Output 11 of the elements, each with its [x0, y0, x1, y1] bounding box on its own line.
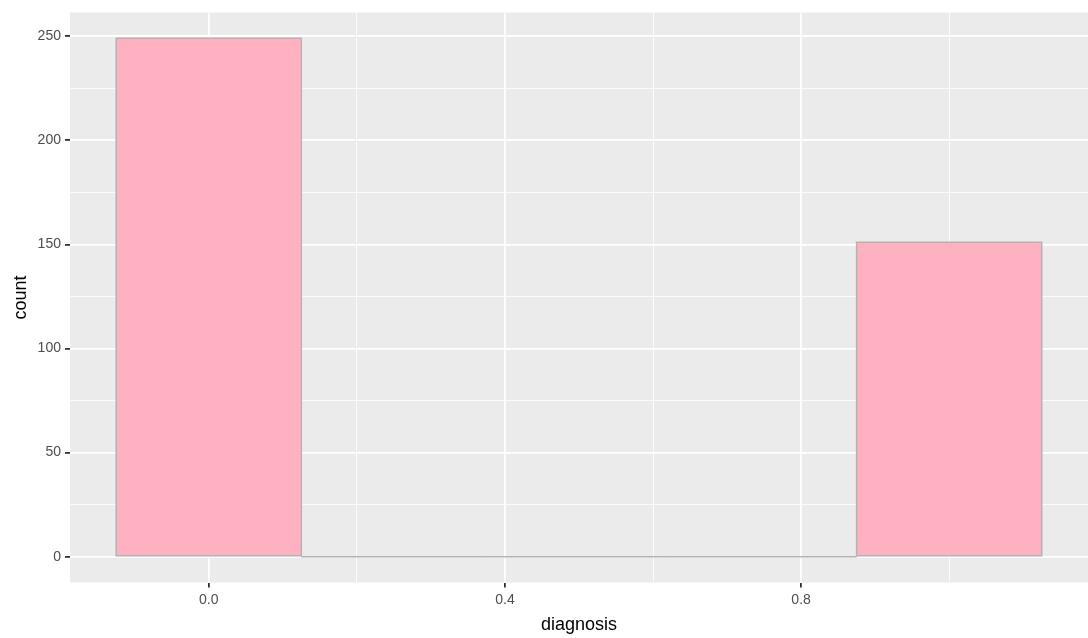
y-axis-title: count — [9, 275, 30, 320]
x-tick-label: 0.4 — [495, 590, 515, 607]
x-tick-label: 0.8 — [791, 590, 812, 607]
y-tick-label: 0 — [53, 547, 62, 564]
y-tick-label: 250 — [37, 27, 62, 44]
x-axis-title: diagnosis — [540, 614, 618, 635]
y-tick-label: 100 — [37, 339, 62, 356]
y-tick-label: 50 — [45, 443, 62, 460]
x-tick-label: 0.0 — [199, 590, 219, 607]
y-tick-label: 200 — [37, 131, 62, 148]
y-tick-label: 150 — [37, 235, 62, 252]
